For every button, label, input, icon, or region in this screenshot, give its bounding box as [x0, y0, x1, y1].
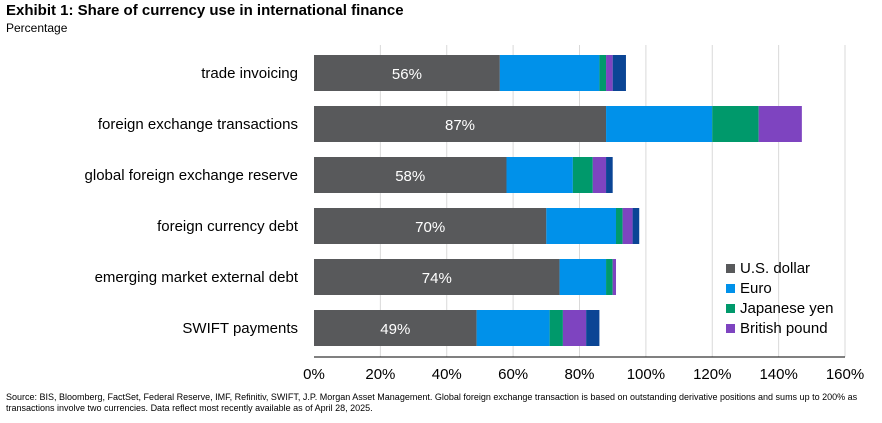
bar-segment — [599, 55, 607, 91]
legend-label: Euro — [740, 280, 772, 297]
category-label: trade invoicing — [201, 65, 298, 82]
bar-segment — [606, 157, 613, 193]
bar-segment — [606, 106, 713, 142]
bar-segment — [712, 106, 759, 142]
bar-segment — [572, 157, 593, 193]
legend-swatch — [726, 284, 735, 293]
bar-segment — [314, 310, 477, 346]
x-tick-label: 80% — [564, 366, 594, 383]
bar-segment — [612, 259, 617, 295]
bar-segment — [606, 55, 613, 91]
chart-subtitle: Percentage — [6, 21, 68, 35]
category-label: SWIFT payments — [182, 320, 298, 337]
bar-segment — [499, 55, 600, 91]
data-label: 58% — [395, 168, 425, 185]
x-tick-label: 160% — [826, 366, 864, 383]
bar-segment — [314, 259, 560, 295]
bar-segment — [616, 208, 623, 244]
bar-segment — [632, 208, 640, 244]
legend-swatch — [726, 304, 735, 313]
category-label: foreign currency debt — [157, 218, 299, 235]
x-tick-label: 40% — [432, 366, 462, 383]
legend-swatch — [726, 324, 735, 333]
x-tick-label: 20% — [365, 366, 395, 383]
bar-segment — [314, 157, 507, 193]
bar-segment — [562, 310, 587, 346]
category-label: foreign exchange transactions — [98, 116, 298, 133]
x-tick-label: 100% — [627, 366, 665, 383]
x-tick-label: 140% — [759, 366, 797, 383]
data-label: 74% — [422, 270, 452, 287]
category-label: emerging market external debt — [95, 269, 299, 286]
legend-label: Japanese yen — [740, 300, 833, 317]
bar-segment — [606, 259, 613, 295]
bar-segment — [506, 157, 573, 193]
bar-segment — [314, 106, 607, 142]
legend-label: British pound — [740, 320, 828, 337]
bar-segment — [592, 157, 607, 193]
bar-segment — [314, 55, 500, 91]
source-note: Source: BIS, Bloomberg, FactSet, Federal… — [6, 392, 858, 413]
category-label: global foreign exchange reserve — [85, 167, 298, 184]
bar-segment — [559, 259, 607, 295]
bar-segment — [546, 208, 617, 244]
chart-title: Exhibit 1: Share of currency use in inte… — [6, 2, 404, 19]
bar-segment — [476, 310, 550, 346]
data-label: 56% — [392, 66, 422, 83]
x-tick-label: 120% — [693, 366, 731, 383]
bar-segment — [612, 55, 626, 91]
bar-segment — [622, 208, 633, 244]
x-tick-label: 60% — [498, 366, 528, 383]
data-label: 49% — [380, 321, 410, 338]
legend-swatch — [726, 264, 735, 273]
legend-label: U.S. dollar — [740, 260, 810, 277]
bar-segment — [549, 310, 563, 346]
bar-segment — [314, 208, 547, 244]
bar-segment — [758, 106, 802, 142]
data-label: 70% — [415, 219, 445, 236]
bar-segment — [586, 310, 600, 346]
x-tick-label: 0% — [303, 366, 325, 383]
data-label: 87% — [445, 117, 475, 134]
